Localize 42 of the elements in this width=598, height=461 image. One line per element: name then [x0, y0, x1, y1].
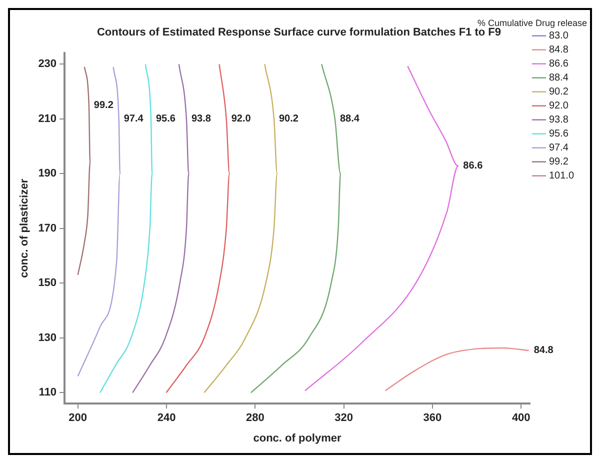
x-tick-label: 360 — [423, 412, 442, 424]
annotation: 90.2 — [278, 114, 299, 125]
line-series — [250, 64, 342, 394]
y-tick-label: 150 — [38, 277, 57, 290]
y-tick-label: 110 — [38, 386, 57, 399]
legend-label: 92.0 — [548, 100, 569, 112]
y-axis-title: conc. of plasticizer — [18, 178, 31, 278]
legend-label: 101.0 — [548, 170, 574, 182]
annotation: 93.8 — [191, 114, 212, 125]
legend-label: 83.0 — [548, 30, 569, 42]
legend-label: 99.2 — [548, 156, 569, 168]
line-series — [304, 65, 459, 392]
x-tick-label: 240 — [157, 412, 176, 424]
x-tick-label: 320 — [334, 412, 353, 424]
x-axis-title: conc. of polymer — [253, 432, 342, 444]
legend-label: 95.6 — [548, 128, 569, 140]
x-tick-label: 400 — [512, 412, 530, 424]
x-tick-label: 200 — [68, 412, 88, 424]
x-tick-label: 280 — [246, 412, 264, 424]
annotation: 99.2 — [94, 100, 114, 111]
annotation: 88.4 — [340, 114, 360, 125]
legend-label: 93.8 — [548, 114, 569, 126]
y-tick-label: 130 — [38, 332, 57, 344]
y-tick-label: 190 — [38, 168, 57, 180]
legend-title: % Cumulative Drug release — [477, 18, 587, 28]
legend-label: 88.4 — [548, 72, 569, 84]
legend-label: 86.6 — [548, 58, 569, 70]
y-tick-label: 170 — [38, 222, 57, 234]
line-series — [77, 66, 121, 377]
legend-label: 84.8 — [548, 44, 569, 56]
line-series — [77, 66, 91, 276]
annotation: 92.0 — [231, 114, 252, 125]
legend-label: 97.4 — [548, 142, 569, 154]
legend-label: 90.2 — [548, 86, 569, 98]
annotation: 95.6 — [156, 114, 176, 125]
annotation: 84.8 — [534, 345, 554, 356]
chart-title: Contours of Estimated Response Surface curve formulation Batches F1 to F9 — [96, 26, 502, 39]
annotation: 86.6 — [463, 160, 484, 172]
y-tick-label: 230 — [38, 58, 57, 70]
line-series — [384, 347, 530, 392]
annotation: 97.4 — [124, 114, 144, 125]
y-tick-label: 210 — [38, 112, 57, 125]
